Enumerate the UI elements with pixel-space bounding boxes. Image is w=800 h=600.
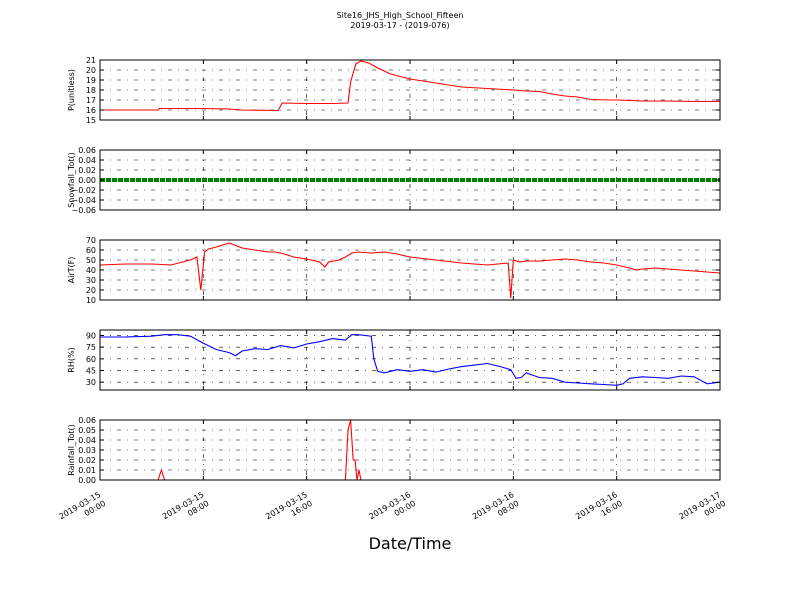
y-tick-label: −0.04: [71, 196, 96, 205]
y-tick-label: 10: [86, 296, 96, 305]
y-tick-label: 60: [86, 355, 96, 364]
y-tick-label: 0.00: [78, 176, 96, 185]
y-tick-label: 90: [86, 331, 96, 340]
y-tick-label: 15: [86, 116, 96, 125]
y-tick-label: 17: [86, 96, 96, 105]
y-axis-label: Snowfall_Tot(): [67, 152, 76, 208]
y-tick-label: 21: [86, 56, 96, 65]
y-tick-label: 0.06: [78, 416, 96, 425]
y-tick-label: 20: [86, 286, 96, 295]
series-line: [100, 60, 720, 112]
y-axis-label: P(unitless): [67, 69, 76, 111]
y-tick-label: 0.04: [78, 436, 96, 445]
y-tick-label: 60: [86, 246, 96, 255]
y-tick-label: 0.04: [78, 156, 96, 165]
chart-title: Site16_JHS_High_School_Fifteen: [336, 11, 464, 20]
panel-5: 0.000.010.020.030.040.050.06Rainfall_Tot…: [67, 416, 721, 485]
y-tick-label: 20: [86, 66, 96, 75]
y-tick-label: 70: [86, 236, 96, 245]
series-line: [99, 242, 721, 299]
y-axis-label: Rainfall_Tot(): [67, 424, 76, 476]
y-tick-label: −0.02: [71, 186, 96, 195]
y-tick-label: 0.06: [78, 146, 96, 155]
x-axis-label: Date/Time: [368, 534, 452, 553]
y-tick-label: 0.01: [78, 466, 96, 475]
y-tick-label: 40: [86, 266, 96, 275]
y-tick-label: 16: [86, 106, 96, 115]
y-tick-label: 0.02: [78, 456, 96, 465]
y-tick-label: 50: [86, 256, 96, 265]
y-tick-label: 0.03: [78, 446, 96, 455]
y-axis-label: AirT(F): [67, 257, 76, 284]
y-tick-label: 30: [86, 276, 96, 285]
series-line: [100, 334, 721, 386]
y-tick-label: 0.02: [78, 166, 96, 175]
y-tick-label: 18: [86, 86, 96, 95]
chart-subtitle: 2019-03-17 - (2019-076): [350, 21, 450, 30]
y-tick-label: 0.00: [78, 476, 96, 485]
y-tick-label: 0.05: [78, 426, 96, 435]
y-axis-label: RH(%): [67, 347, 76, 372]
y-tick-label: 75: [86, 343, 96, 352]
y-tick-label: 30: [86, 378, 96, 387]
y-tick-label: 19: [86, 76, 96, 85]
y-tick-label: −0.06: [71, 206, 96, 215]
panel-2: −0.06−0.04−0.020.000.020.040.06Snowfall_…: [67, 146, 721, 215]
y-tick-label: 45: [86, 367, 96, 376]
panel-4: 30 45 60 75 90 RH(%): [67, 329, 721, 391]
